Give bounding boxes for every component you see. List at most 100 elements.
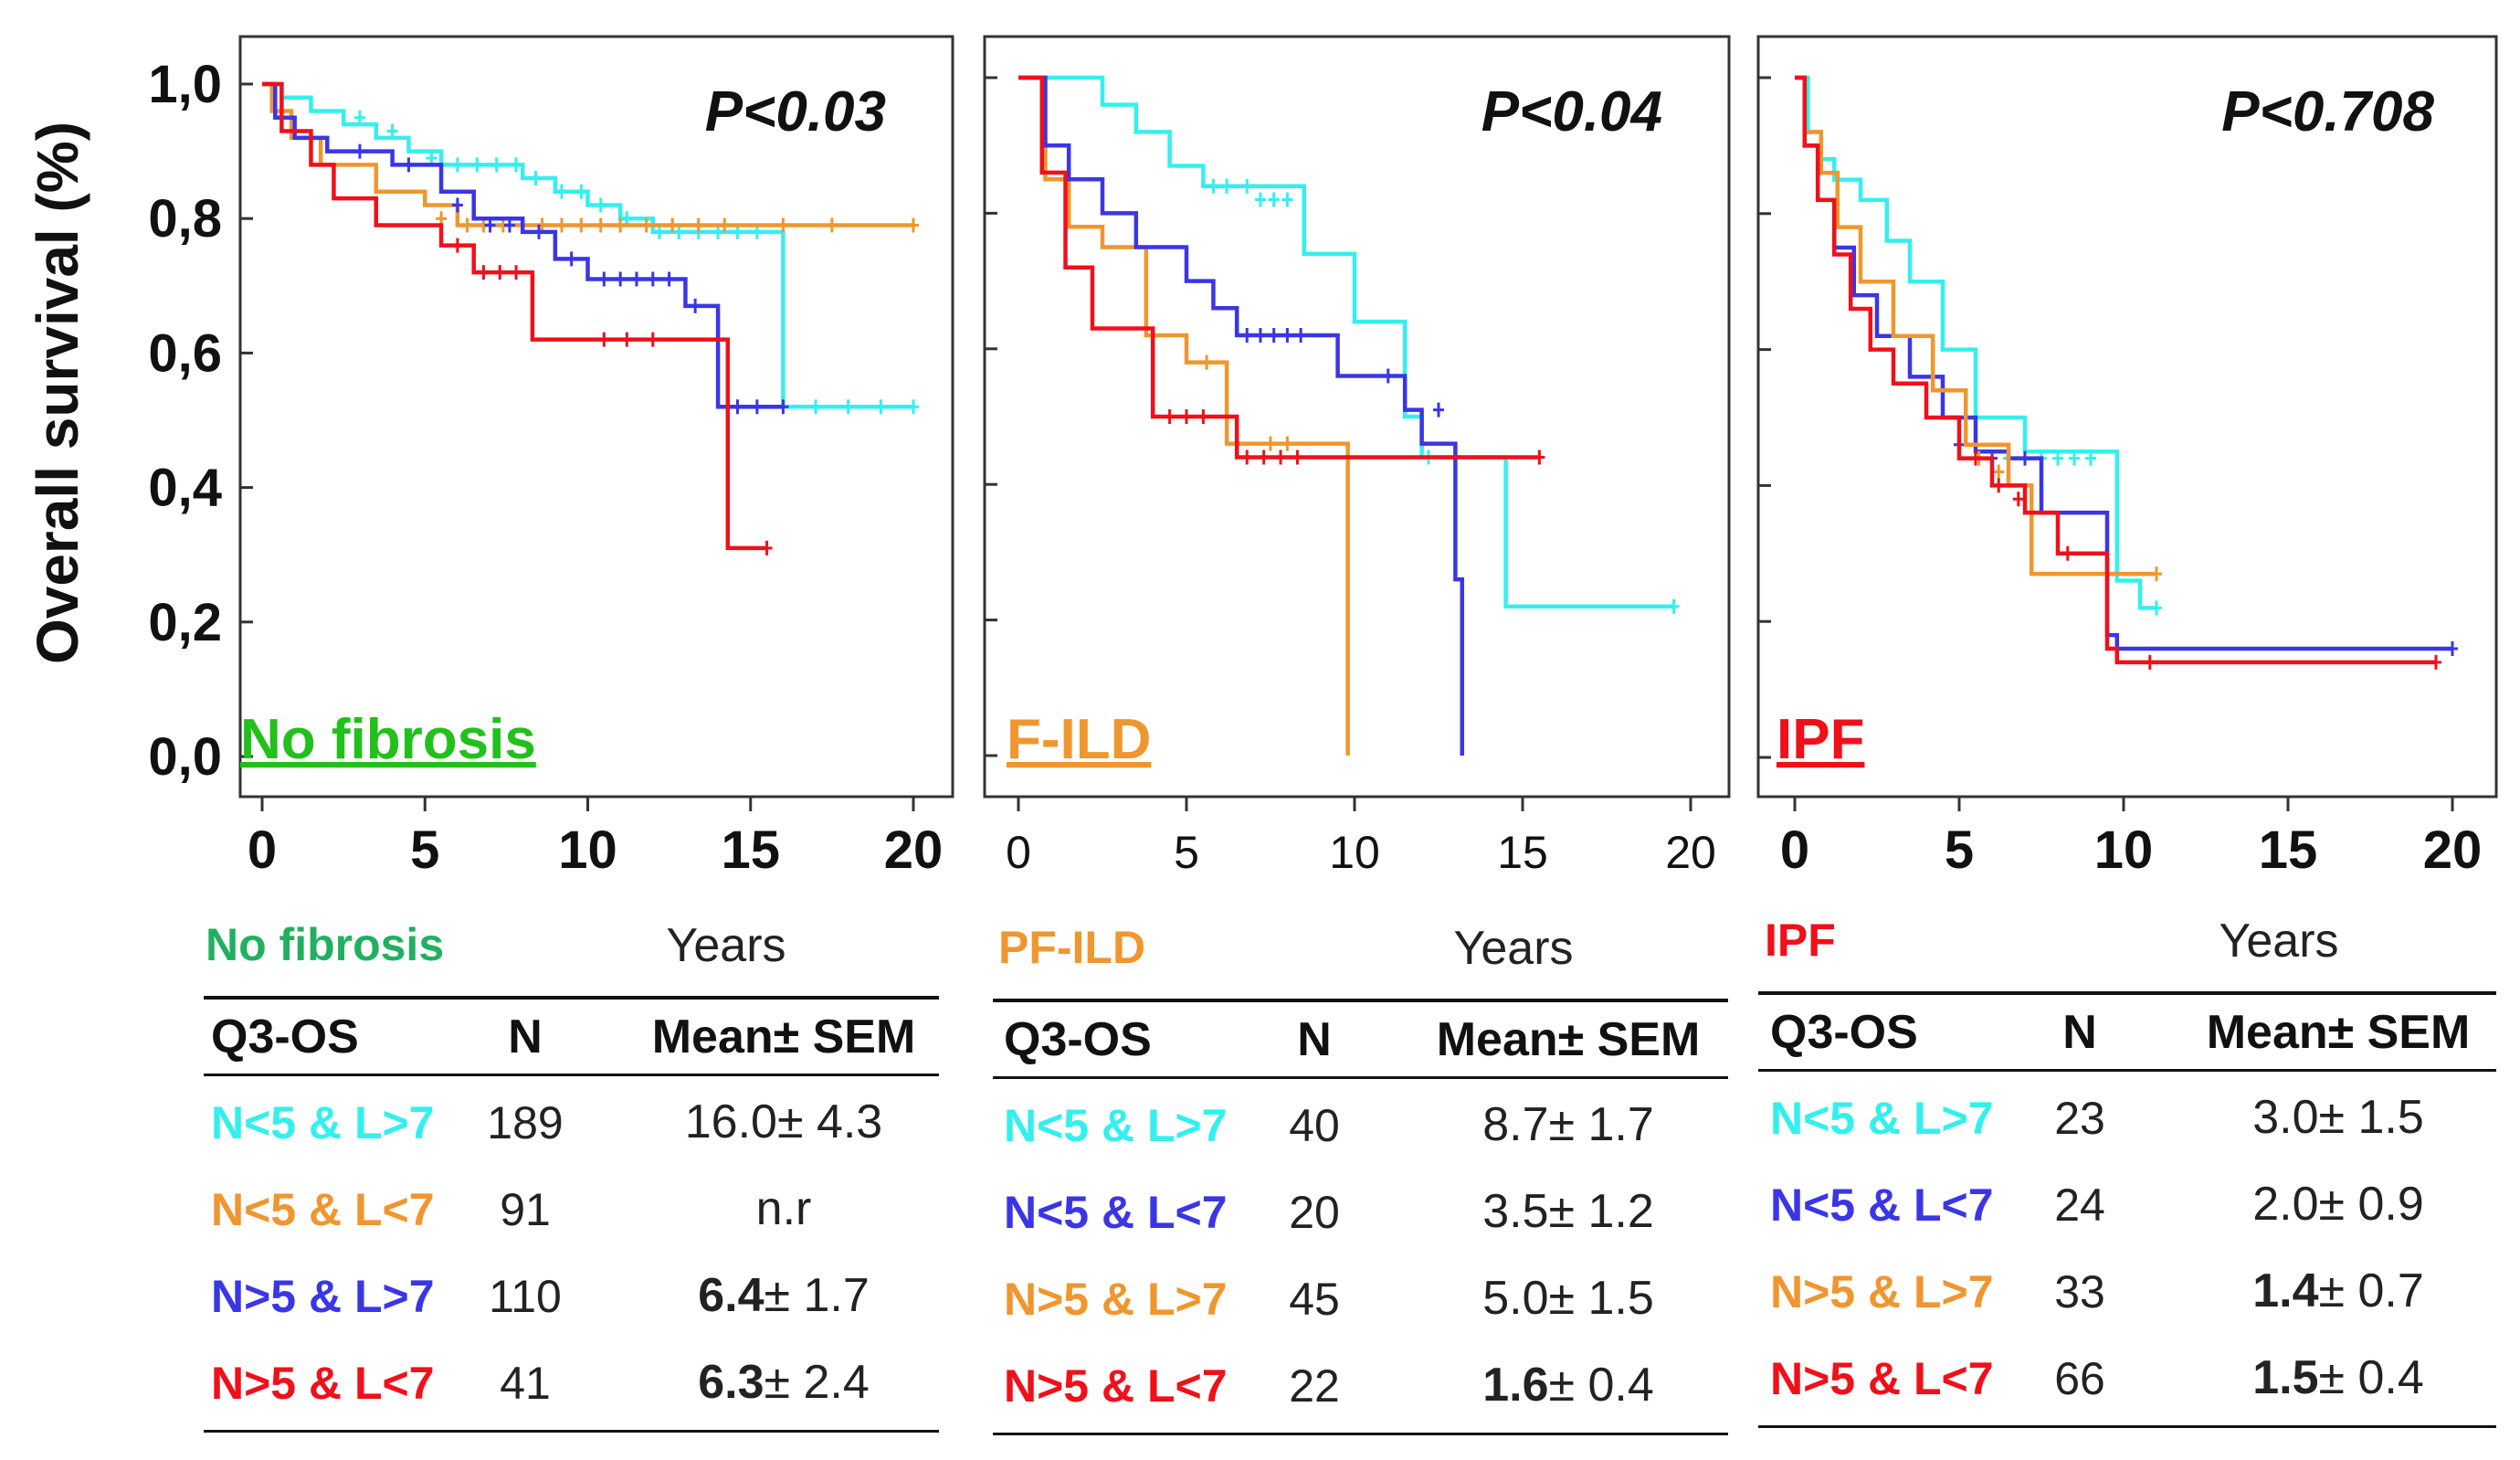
- censor-mark: [1281, 192, 1293, 207]
- table-row-mean-sem: 2.0± 0.9: [2165, 1177, 2512, 1232]
- table-row-mean-sem: 6.4± 1.7: [610, 1268, 957, 1323]
- y-tick-label: 0,2: [148, 593, 222, 652]
- table-row-mean-sem: 16.0± 4.3: [610, 1095, 957, 1149]
- mean-sem-text: ± 0.7: [2318, 1264, 2424, 1317]
- censor-mark: [2069, 450, 2080, 466]
- x-tick-label: 20: [1665, 827, 1716, 878]
- censor-mark: [511, 265, 522, 280]
- censor-mark: [530, 171, 542, 186]
- table-header-rule: [204, 1074, 939, 1076]
- table-row-n: 110: [489, 1271, 562, 1322]
- censor-mark: [1281, 436, 1293, 451]
- table-row-n: 91: [500, 1184, 551, 1235]
- x-tick-label: 0: [1780, 820, 1809, 880]
- table-row-n: 24: [2054, 1180, 2105, 1231]
- censor-mark: [1970, 450, 1981, 466]
- censor-mark: [494, 265, 506, 280]
- censor-mark: [1254, 192, 1266, 207]
- table-row-n: 33: [2054, 1266, 2105, 1317]
- censor-mark: [630, 271, 642, 287]
- mean-sem-text: ± 1.7: [764, 1269, 870, 1322]
- table-top-rule: [204, 996, 939, 1000]
- survival-curve-3: [1018, 75, 1540, 460]
- panel-frame: [1756, 35, 2498, 799]
- table-row-mean-sem: n.r: [610, 1181, 957, 1236]
- table-row-mean-sem: 1.5± 0.4: [2165, 1350, 2512, 1405]
- censor-mark: [451, 157, 463, 173]
- panel-frame: [983, 35, 1731, 799]
- table-row-mean-sem: 3.5± 1.2: [1395, 1184, 1742, 1239]
- censor-mark: [2019, 450, 2030, 466]
- mean-sem-text: ± 0.4: [1548, 1359, 1654, 1412]
- table-row-n: 66: [2054, 1353, 2105, 1404]
- y-tick-label: 0,0: [148, 727, 222, 787]
- censor-mark: [908, 217, 919, 233]
- column-header-q3os: Q3-OS: [1770, 1006, 1918, 1059]
- p-value: P<0.04: [1481, 80, 1662, 143]
- censor-mark: [875, 399, 887, 415]
- table-top-rule: [993, 999, 1728, 1002]
- y-tick-label: 1,0: [148, 55, 222, 114]
- table-bottom-rule: [204, 1430, 939, 1433]
- table-row-label: N<5 & L>7: [211, 1097, 435, 1148]
- censor-mark: [1993, 478, 2005, 493]
- mean-bold-value: 1.6: [1482, 1359, 1549, 1412]
- censor-mark: [1241, 327, 1253, 343]
- table-row-n: 23: [2054, 1093, 2105, 1144]
- survival-curve-2: [262, 81, 784, 409]
- censor-mark: [1275, 450, 1287, 465]
- censor-mark: [595, 217, 606, 233]
- survival-curve-3: [1795, 75, 2436, 665]
- mean-sem-text: 3.0± 1.5: [2252, 1091, 2424, 1144]
- table-row-label: N>5 & L<7: [211, 1358, 435, 1409]
- censor-mark: [490, 157, 502, 173]
- censor-mark: [478, 265, 490, 280]
- censor-mark: [353, 110, 365, 125]
- x-tick-label: 10: [558, 820, 617, 880]
- x-tick-label: 5: [1174, 827, 1199, 878]
- panel-title: No fibrosis: [240, 708, 536, 771]
- table-years-label: Years: [2219, 915, 2339, 968]
- summary-table-1: PF-ILD Years Q3-OS N Mean± SEM N<5 & L>7 40 8.7…: [993, 921, 1728, 1451]
- table-row-label: N<5 & L>7: [1004, 1100, 1228, 1151]
- summary-table-0: No fibrosis Years Q3-OS N Mean± SEM N<5 & L>7…: [204, 918, 939, 1448]
- x-tick-label: 10: [1329, 827, 1380, 878]
- mean-sem-text: 5.0± 1.5: [1482, 1272, 1654, 1325]
- p-value: P<0.708: [2221, 80, 2434, 143]
- mean-sem-text: ± 2.4: [764, 1356, 870, 1409]
- censor-mark: [1181, 409, 1192, 424]
- censor-mark: [1254, 327, 1266, 343]
- table-row-label: N>5 & L<7: [1770, 1353, 1994, 1404]
- censor-mark: [1197, 409, 1209, 424]
- table-heading: No fibrosis: [206, 919, 445, 970]
- mean-bold-value: 1.5: [2252, 1351, 2319, 1404]
- x-tick-label: 0: [1006, 827, 1031, 878]
- censor-mark: [461, 217, 473, 233]
- censor-mark: [533, 224, 545, 239]
- table-header-rule: [1758, 1069, 2496, 1072]
- censor-mark: [692, 217, 704, 233]
- mean-sem-text: 3.5± 1.2: [1482, 1185, 1654, 1238]
- table-bottom-rule: [1758, 1425, 2496, 1428]
- table-row-n: 189: [487, 1097, 564, 1148]
- table-row-mean-sem: 1.6± 0.4: [1395, 1358, 1742, 1412]
- censor-mark: [1164, 409, 1176, 424]
- censor-mark: [1265, 436, 1276, 451]
- x-tick-label: 15: [2259, 820, 2318, 880]
- table-row-label: N<5 & L<7: [211, 1184, 435, 1235]
- panel-title: IPF: [1777, 708, 1864, 771]
- table-row-n: 20: [1289, 1187, 1340, 1238]
- table-row-n: 45: [1289, 1274, 1340, 1325]
- y-tick-label: 0,6: [148, 323, 222, 383]
- censor-mark: [1268, 327, 1280, 343]
- censor-mark: [511, 157, 522, 173]
- censor-mark: [2151, 600, 2162, 616]
- table-row-label: N<5 & L<7: [1004, 1187, 1228, 1238]
- table-years-label: Years: [1453, 922, 1574, 975]
- censor-mark: [503, 217, 515, 233]
- censor-mark: [575, 184, 587, 199]
- censor-mark: [615, 271, 627, 287]
- column-header-n: N: [2062, 1006, 2097, 1059]
- censor-mark: [810, 399, 822, 415]
